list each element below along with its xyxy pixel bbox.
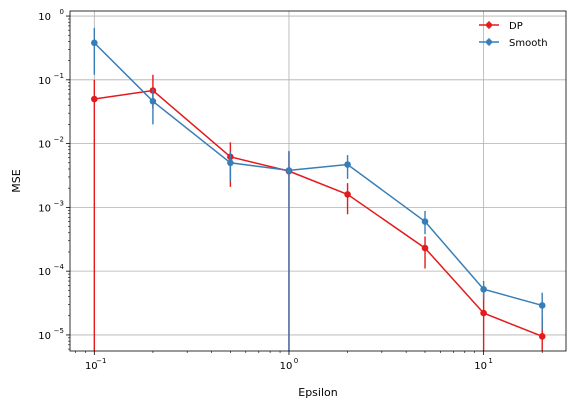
- legend-label: Smooth: [509, 38, 548, 49]
- x-tick-exponent: 0: [294, 357, 298, 365]
- y-tick-exponent: −1: [54, 72, 64, 80]
- legend-marker: [486, 22, 492, 28]
- y-tick-exponent: −4: [54, 263, 65, 271]
- data-point: [285, 167, 293, 174]
- legend-label: DP: [509, 21, 523, 32]
- y-tick-label: 10: [38, 140, 51, 151]
- x-axis-ticks: 10−1 10 0 10 1: [75, 351, 543, 372]
- data-point: [421, 218, 429, 225]
- data-point: [91, 39, 98, 47]
- y-tick-exponent: 0: [60, 8, 64, 16]
- y-tick-label: 10: [38, 203, 51, 214]
- data-point: [149, 98, 157, 105]
- y-tick-label: 10: [38, 12, 51, 23]
- x-tick-label: 10: [85, 361, 98, 372]
- series-smooth: [91, 27, 546, 351]
- data-point: [344, 191, 351, 198]
- x-tick-label: 10: [280, 361, 293, 372]
- x-tick-exponent: −1: [96, 357, 106, 365]
- x-axis-label: Epsilon: [298, 386, 338, 399]
- plot-frame: [69, 10, 567, 352]
- series-line: [94, 89, 543, 338]
- y-tick-label: 10: [38, 331, 51, 342]
- legend-marker: [486, 39, 492, 45]
- data-point: [421, 244, 429, 252]
- series-dp: [91, 74, 546, 351]
- data-point: [91, 95, 98, 103]
- data-point: [480, 309, 487, 317]
- grid-lines: [70, 11, 566, 351]
- data-point: [538, 333, 546, 340]
- data-point: [227, 159, 234, 167]
- x-tick-exponent: 1: [488, 357, 492, 365]
- y-tick-label: 10: [38, 76, 51, 87]
- data-point: [538, 302, 546, 309]
- y-axis-label: MSE: [10, 169, 23, 192]
- x-tick-label: 10: [474, 361, 487, 372]
- series-layer: [91, 27, 546, 351]
- y-tick-exponent: −2: [54, 136, 64, 144]
- y-tick-exponent: −3: [54, 199, 64, 207]
- y-tick-exponent: −5: [54, 327, 64, 335]
- series-line: [93, 42, 543, 307]
- y-tick-label: 10: [38, 267, 51, 278]
- data-point: [344, 161, 351, 168]
- legend: DP Smooth: [479, 21, 548, 49]
- data-point: [480, 285, 487, 293]
